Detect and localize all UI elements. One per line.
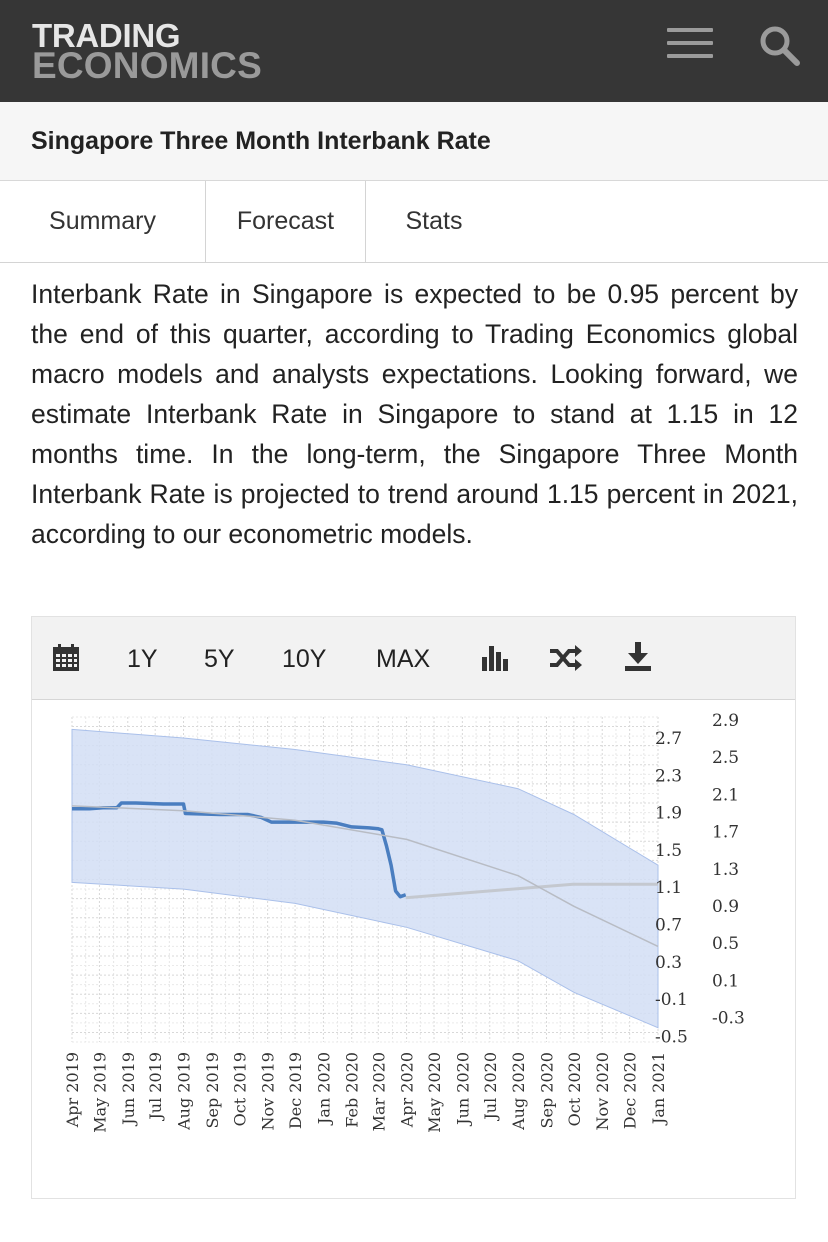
- forecast-band: [71, 728, 659, 1029]
- tab-forecast[interactable]: Forecast: [206, 181, 366, 262]
- x-tick-label: Jun 2019: [119, 1052, 138, 1127]
- page-title: Singapore Three Month Interbank Rate: [31, 127, 491, 155]
- y-tick-label-inner: -0.1: [655, 990, 688, 1010]
- title-bar: Singapore Three Month Interbank Rate: [0, 102, 828, 181]
- range-10y-button[interactable]: 10Y: [282, 645, 327, 673]
- y-tick-label-outer: -0.3: [712, 1009, 745, 1029]
- logo-line-2: ECONOMICS: [32, 45, 262, 87]
- x-tick-label: Mar 2020: [369, 1052, 388, 1131]
- x-tick-label: Jan 2020: [314, 1052, 333, 1126]
- y-tick-label-inner: -0.5: [655, 1027, 688, 1047]
- x-tick-label: Jul 2019: [146, 1052, 165, 1122]
- chart-toolbar: 1Y 5Y 10Y MAX: [32, 617, 795, 700]
- logo-line-1: TRADING: [32, 17, 181, 54]
- y-tick-label-outer: 1.7: [712, 823, 739, 843]
- x-tick-label: Nov 2019: [259, 1052, 278, 1130]
- x-tick-label: May 2020: [425, 1052, 444, 1133]
- x-tick-label: Nov 2020: [593, 1052, 612, 1130]
- x-tick-label: Jul 2020: [481, 1052, 500, 1122]
- bar-chart-icon[interactable]: [481, 644, 509, 677]
- shuffle-icon[interactable]: [549, 643, 583, 678]
- series-trend-line: [71, 805, 659, 948]
- y-tick-label-inner: 2.7: [655, 729, 682, 749]
- range-5y-button[interactable]: 5Y: [204, 645, 235, 673]
- tab-summary[interactable]: Summary: [0, 181, 206, 262]
- y-tick-label-outer: 0.1: [712, 971, 739, 991]
- forecast-description: Interbank Rate in Singapore is expected …: [31, 279, 798, 549]
- range-1y-button[interactable]: 1Y: [127, 645, 158, 673]
- x-tick-label: Oct 2019: [230, 1052, 249, 1126]
- x-tick-label: Dec 2019: [286, 1052, 305, 1129]
- y-tick-label-inner: 0.3: [655, 953, 682, 973]
- x-tick-label: Apr 2019: [63, 1052, 82, 1128]
- y-tick-label-outer: 2.1: [712, 785, 739, 805]
- x-tick-label: Dec 2020: [621, 1052, 640, 1129]
- download-icon[interactable]: [624, 642, 652, 677]
- y-tick-label-inner: 2.3: [655, 766, 682, 786]
- hamburger-menu-icon[interactable]: [667, 28, 713, 58]
- x-tick-label: Sep 2019: [203, 1052, 222, 1128]
- x-tick-label: Apr 2020: [398, 1052, 417, 1128]
- tab-stats[interactable]: Stats: [405, 207, 463, 235]
- chart-container: 1Y 5Y 10Y MAX: [31, 616, 796, 1199]
- trading-economics-logo[interactable]: TRADING ECONOMICS: [32, 17, 262, 87]
- y-tick-label-inner: 1.1: [655, 878, 682, 898]
- forecast-chart: 2.7 2.3 1.9 1.5 1.1 0.7 0.3 -0.1 -0.5 2.9 2.5 2.1 1.…: [63, 711, 745, 1133]
- y-tick-label-inner: 1.9: [655, 804, 682, 824]
- x-tick-label: Oct 2020: [565, 1052, 584, 1126]
- x-tick-label: May 2019: [90, 1052, 109, 1133]
- x-tick-label: Aug 2019: [175, 1052, 194, 1131]
- y-tick-label-outer: 0.5: [712, 934, 739, 954]
- calendar-icon[interactable]: [52, 644, 80, 677]
- range-max-button[interactable]: MAX: [376, 645, 431, 673]
- y-tick-label-inner: 1.5: [655, 841, 682, 861]
- x-tick-label: Sep 2020: [537, 1052, 556, 1128]
- y-tick-label-outer: 1.3: [712, 860, 739, 880]
- y-tick-label-outer: 0.9: [712, 897, 739, 917]
- y-tick-label-inner: 0.7: [655, 916, 682, 936]
- y-tick-label-outer: 2.9: [712, 711, 739, 731]
- tab-bar: Summary Forecast Stats: [0, 181, 828, 263]
- x-tick-label: Jun 2020: [453, 1052, 472, 1127]
- top-bar: TRADING ECONOMICS: [0, 0, 828, 102]
- search-icon[interactable]: [758, 24, 802, 68]
- x-tick-label: Jan 2021: [649, 1052, 668, 1126]
- y-tick-label-outer: 2.5: [712, 748, 739, 768]
- x-tick-label: Feb 2020: [343, 1052, 362, 1128]
- series-actual-line: [72, 801, 407, 899]
- x-tick-label: Aug 2020: [509, 1052, 528, 1131]
- series-forecast-line: [405, 882, 659, 900]
